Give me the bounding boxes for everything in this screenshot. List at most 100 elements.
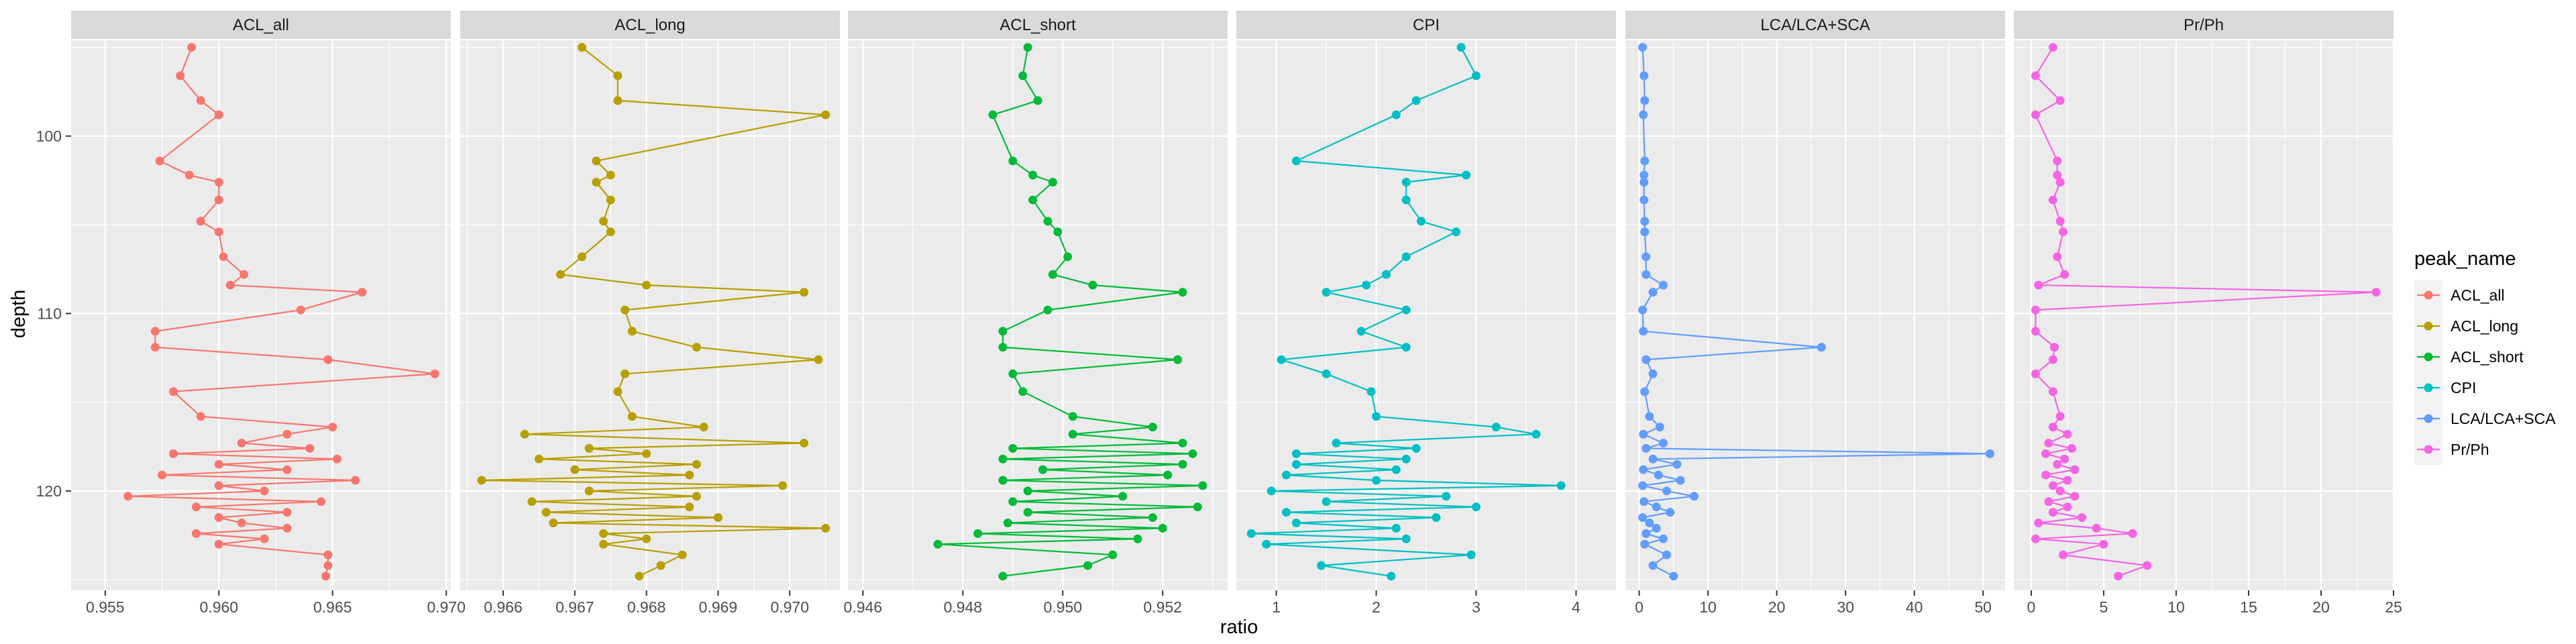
panels-layer: ACL_all 0.955 0.960 0.965 0.970 ACL_long 0.966…: [71, 11, 2402, 616]
data-point: [214, 178, 223, 187]
data-point: [282, 465, 292, 474]
data-point: [1556, 481, 1566, 490]
data-point: [1639, 327, 1648, 336]
data-point: [158, 470, 167, 480]
data-point: [1471, 502, 1481, 512]
data-point: [430, 369, 439, 378]
data-point: [1642, 270, 1651, 279]
data-point: [2070, 492, 2080, 501]
legend-item-lca-lca-sca: LCA/LCA+SCA: [2414, 403, 2556, 434]
data-point: [214, 513, 223, 523]
data-point: [2044, 438, 2053, 447]
data-point: [1281, 470, 1291, 480]
series-line-cpi: [1250, 47, 1562, 577]
data-point: [2048, 43, 2057, 52]
data-point: [1133, 534, 1142, 543]
x-tick-label: 50: [1974, 598, 1992, 616]
x-tick-label: 0.952: [1143, 598, 1182, 616]
data-point: [1648, 454, 1658, 464]
data-point: [1178, 460, 1187, 469]
facet-strip: [71, 11, 451, 39]
data-point: [692, 343, 701, 352]
legend: peak_name ACL_all ACL_long ACL_short CPI LCA…: [2414, 248, 2556, 465]
data-point: [323, 550, 333, 559]
data-point: [1163, 470, 1173, 480]
data-point: [527, 497, 537, 506]
data-point: [237, 438, 246, 447]
data-point: [2053, 156, 2062, 166]
data-point: [1317, 561, 1326, 570]
data-point: [214, 539, 223, 549]
panel-pr-ph: Pr/Ph 0 5 10 15 20 25: [2014, 11, 2402, 616]
data-point: [2041, 470, 2051, 480]
data-point: [1652, 502, 1661, 512]
data-point: [1118, 492, 1128, 501]
data-point: [1008, 156, 1018, 166]
data-point: [578, 43, 587, 52]
legend-label: ACL_all: [2451, 286, 2505, 304]
data-point: [1267, 486, 1276, 496]
data-point: [800, 438, 809, 447]
data-point: [592, 156, 601, 166]
panel-acl-short: ACL_short 0.946 0.948 0.950 0.952: [844, 11, 1228, 616]
data-point: [584, 443, 594, 453]
data-point: [1466, 550, 1476, 559]
data-point: [1640, 71, 1649, 80]
data-point: [2049, 343, 2059, 352]
data-point: [2048, 195, 2057, 205]
data-point: [1108, 550, 1118, 559]
data-point: [1401, 195, 1411, 205]
data-point: [642, 534, 651, 543]
data-point: [1642, 252, 1651, 262]
x-tick-label: 15: [2240, 598, 2257, 616]
data-point: [1645, 412, 1654, 421]
legend-label: CPI: [2451, 379, 2476, 396]
data-point: [584, 486, 594, 496]
data-point: [282, 508, 292, 517]
data-point: [239, 270, 249, 279]
data-point: [260, 534, 269, 543]
data-point: [1642, 355, 1651, 364]
x-tick-label: 40: [1906, 598, 1923, 616]
data-point: [1401, 305, 1411, 315]
data-point: [296, 305, 305, 315]
data-point: [1642, 443, 1651, 453]
data-point: [998, 572, 1008, 581]
data-point: [1178, 438, 1187, 447]
data-point: [1043, 217, 1053, 226]
data-point: [1640, 227, 1650, 237]
x-tick-label: 20: [1768, 598, 1786, 616]
legend-key-point: [2424, 383, 2433, 392]
data-point: [973, 529, 983, 538]
data-point: [1277, 355, 1286, 364]
data-point: [599, 539, 608, 549]
data-point: [1246, 529, 1256, 538]
data-point: [1662, 550, 1672, 559]
data-point: [323, 355, 333, 364]
legend-key-point: [2424, 352, 2433, 362]
data-point: [814, 355, 823, 364]
data-point: [1639, 465, 1648, 474]
data-point: [1023, 508, 1032, 517]
data-point: [1068, 429, 1077, 439]
x-tick-label: 25: [2385, 598, 2402, 616]
legend-label: LCA/LCA+SCA: [2451, 410, 2556, 427]
panel-background: [460, 40, 840, 590]
data-point: [1008, 497, 1018, 506]
data-point: [1048, 178, 1057, 187]
legend-label: ACL_short: [2451, 348, 2524, 366]
data-point: [1366, 387, 1376, 396]
data-point: [196, 412, 205, 421]
y-tick-label: 120: [36, 482, 62, 500]
data-point: [1033, 96, 1042, 105]
data-point: [187, 43, 197, 52]
y-axis-title: depth: [8, 290, 30, 339]
data-point: [1640, 539, 1650, 549]
data-point: [1063, 252, 1073, 262]
x-tick-label: 20: [2312, 598, 2330, 616]
data-point: [1645, 518, 1654, 527]
data-point: [2063, 502, 2072, 512]
data-point: [155, 156, 164, 166]
data-point: [1391, 523, 1401, 533]
x-tick-label: 0.955: [86, 598, 125, 616]
